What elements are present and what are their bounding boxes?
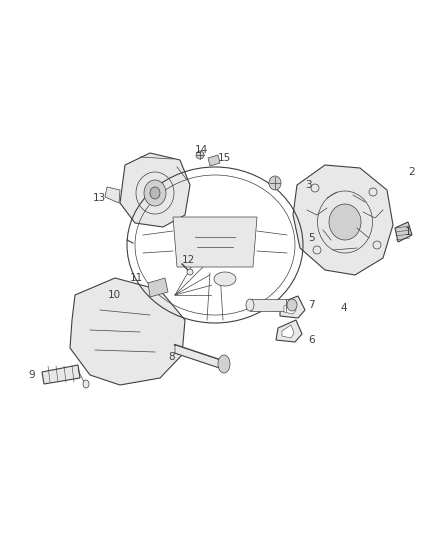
Text: 12: 12: [182, 255, 195, 265]
Polygon shape: [120, 153, 190, 227]
Polygon shape: [70, 278, 185, 385]
Ellipse shape: [214, 272, 236, 286]
Polygon shape: [250, 299, 292, 311]
Text: 6: 6: [308, 335, 314, 345]
Polygon shape: [395, 222, 412, 242]
Polygon shape: [42, 365, 80, 384]
Text: 8: 8: [168, 352, 175, 362]
Ellipse shape: [218, 355, 230, 373]
Text: 7: 7: [308, 300, 314, 310]
Text: 9: 9: [28, 370, 35, 380]
Ellipse shape: [311, 184, 319, 192]
Ellipse shape: [246, 299, 254, 311]
Polygon shape: [173, 217, 257, 267]
Text: 5: 5: [308, 233, 314, 243]
Ellipse shape: [187, 269, 193, 275]
Text: 13: 13: [93, 193, 106, 203]
Text: 1: 1: [405, 227, 412, 237]
Ellipse shape: [144, 180, 166, 206]
Ellipse shape: [83, 380, 89, 388]
Text: 2: 2: [408, 167, 415, 177]
Text: 14: 14: [195, 145, 208, 155]
Polygon shape: [175, 345, 220, 368]
Ellipse shape: [287, 299, 297, 311]
Text: 11: 11: [130, 273, 143, 283]
Ellipse shape: [150, 187, 160, 199]
Polygon shape: [276, 320, 302, 342]
Text: 3: 3: [305, 180, 311, 190]
Polygon shape: [284, 302, 296, 314]
Polygon shape: [105, 187, 120, 203]
Ellipse shape: [329, 204, 361, 240]
Ellipse shape: [269, 176, 281, 190]
Polygon shape: [148, 278, 168, 297]
Ellipse shape: [373, 241, 381, 249]
Ellipse shape: [196, 151, 204, 159]
Ellipse shape: [313, 246, 321, 254]
Polygon shape: [208, 155, 220, 166]
Text: 4: 4: [340, 303, 346, 313]
Polygon shape: [293, 165, 393, 275]
Polygon shape: [282, 325, 294, 338]
Polygon shape: [280, 296, 305, 318]
Ellipse shape: [369, 188, 377, 196]
Text: 15: 15: [218, 153, 231, 163]
Text: 10: 10: [108, 290, 121, 300]
